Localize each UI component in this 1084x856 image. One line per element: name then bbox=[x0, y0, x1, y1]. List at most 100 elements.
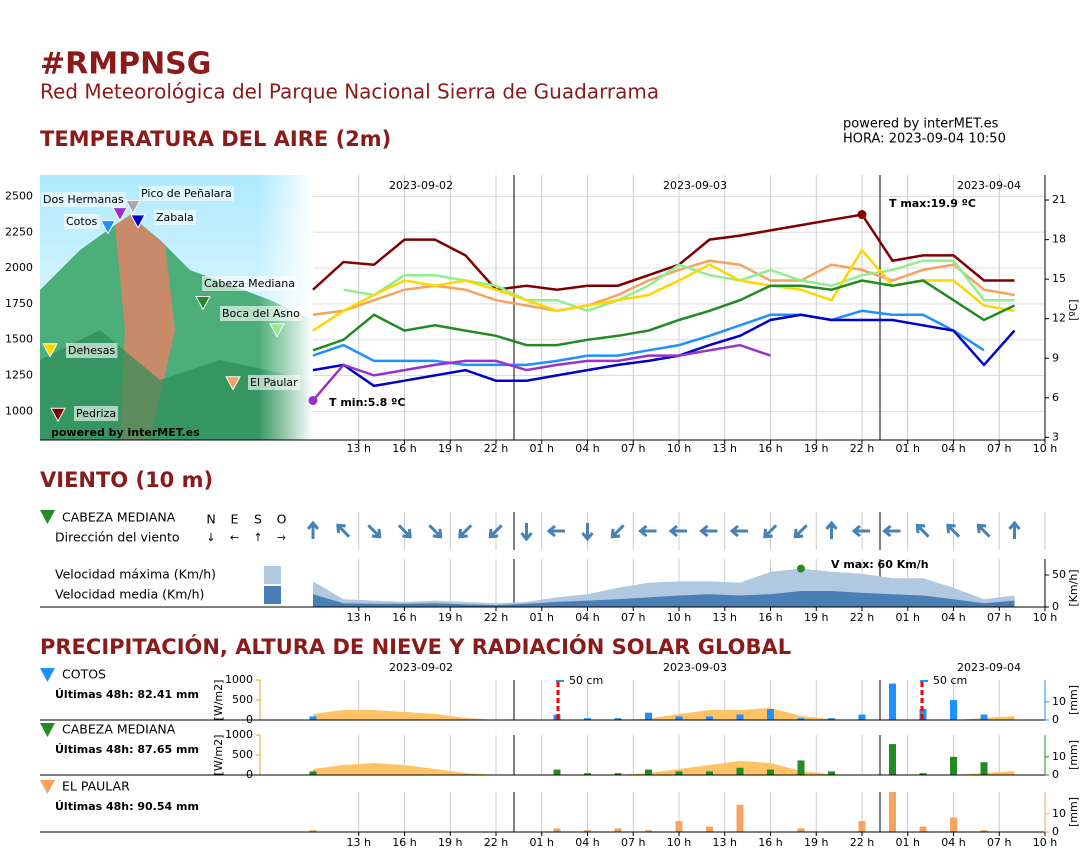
x-tick-label: 10 h bbox=[667, 836, 691, 849]
station-label: Zabala bbox=[156, 211, 194, 224]
precip-bar bbox=[767, 769, 774, 775]
rad-tick-label: 1000 bbox=[225, 728, 253, 741]
precip-bar bbox=[889, 792, 896, 832]
alt-tick-label: 2500 bbox=[5, 189, 33, 202]
x-tick-label: 22 h bbox=[484, 442, 508, 455]
precip-bar bbox=[736, 767, 744, 775]
station-marker bbox=[100, 220, 116, 235]
precip-bar bbox=[980, 714, 988, 720]
alt-tick-label: 2000 bbox=[5, 261, 33, 274]
vmax-label: V max: 60 Km/h bbox=[831, 558, 929, 571]
precip-bar bbox=[584, 773, 591, 775]
wind-arrow bbox=[488, 524, 503, 539]
x-tick-label: 07 h bbox=[621, 442, 645, 455]
x-tick-label: 07 h bbox=[987, 442, 1011, 455]
alt-tick-label: 2250 bbox=[5, 225, 33, 238]
date-label: 2023-09-04 bbox=[957, 661, 1021, 674]
tmax-dot bbox=[857, 210, 867, 220]
y-label: [Km/h] bbox=[1067, 569, 1080, 606]
station-label-bg bbox=[154, 210, 196, 225]
x-tick-label: 22 h bbox=[484, 611, 508, 624]
precip-bar bbox=[584, 718, 591, 720]
radiation-area bbox=[313, 708, 1015, 720]
panel-total: Últimas 48h: 82.41 mm bbox=[55, 688, 199, 701]
x-tick-label: 19 h bbox=[804, 611, 828, 624]
wind-arrow bbox=[976, 523, 991, 538]
precip-bar bbox=[797, 718, 805, 720]
compass-arrow: → bbox=[277, 531, 286, 544]
rad-tick-label: 500 bbox=[232, 693, 253, 706]
temp-line bbox=[312, 213, 1015, 292]
y-label: [mm] bbox=[1067, 797, 1080, 827]
precip-bar bbox=[950, 700, 957, 720]
station-label: El Paular bbox=[250, 376, 298, 389]
x-tick-label: 04 h bbox=[941, 836, 965, 849]
temp-line bbox=[312, 309, 985, 367]
x-tick-label: 01 h bbox=[530, 836, 554, 849]
station-marker bbox=[50, 407, 66, 423]
alt-tick-label: 1500 bbox=[5, 333, 33, 346]
panel-total: Últimas 48h: 87.65 mm bbox=[55, 743, 199, 756]
precip-bar bbox=[675, 821, 683, 832]
station-label: Boca del Asno bbox=[222, 307, 300, 320]
y-label: [mm] bbox=[1067, 740, 1080, 770]
precip-bar bbox=[645, 769, 652, 775]
tmax-label: T max:19.9 ºC bbox=[889, 197, 976, 210]
snow-label: 50 cm bbox=[569, 674, 603, 687]
station-marker bbox=[225, 376, 241, 391]
precip-bar bbox=[797, 760, 805, 775]
station-label: Cabeza Mediana bbox=[204, 277, 295, 290]
panel-station: CABEZA MEDIANA bbox=[62, 722, 176, 737]
y-tick-label: 10 bbox=[1052, 750, 1066, 763]
x-tick-label: 16 h bbox=[392, 442, 416, 455]
wind-arrow bbox=[458, 524, 473, 539]
x-tick-label: 13 h bbox=[713, 611, 737, 624]
legend-max: Velocidad máxima (Km/h) bbox=[55, 567, 216, 582]
x-tick-label: 01 h bbox=[530, 442, 554, 455]
station-label: Pedriza bbox=[76, 407, 116, 420]
precip-bar bbox=[309, 771, 317, 775]
x-tick-label: 19 h bbox=[438, 836, 462, 849]
wind-arrow bbox=[546, 524, 565, 538]
x-tick-label: 01 h bbox=[896, 836, 920, 849]
precip-bar bbox=[980, 762, 988, 775]
precip-bar bbox=[614, 773, 622, 775]
x-tick-label: 19 h bbox=[804, 442, 828, 455]
station-marker bbox=[112, 207, 128, 222]
x-tick-label: 10 h bbox=[667, 442, 691, 455]
x-tick-label: 16 h bbox=[392, 611, 416, 624]
y-label: [mm] bbox=[1067, 685, 1080, 715]
precip-bar bbox=[828, 718, 835, 720]
station-marker bbox=[269, 323, 285, 338]
wind-arrow bbox=[428, 524, 443, 539]
precip-bar bbox=[614, 828, 622, 832]
wind-arrow bbox=[699, 524, 718, 538]
precip-bar bbox=[675, 771, 683, 775]
precip-bar bbox=[645, 830, 652, 832]
panel-total: Últimas 48h: 90.54 mm bbox=[55, 800, 199, 813]
y-tick-label: 15 bbox=[1052, 272, 1066, 285]
station-label-bg bbox=[202, 276, 297, 291]
x-tick-label: 04 h bbox=[941, 442, 965, 455]
station-label-bg bbox=[220, 306, 303, 321]
x-tick-label: 22 h bbox=[484, 836, 508, 849]
powered: powered by interMET.es bbox=[843, 117, 999, 132]
vmax-dot bbox=[797, 564, 805, 573]
precip-bar bbox=[950, 756, 957, 775]
x-tick-label: 13 h bbox=[347, 611, 371, 624]
y-tick-label: 3 bbox=[1052, 430, 1059, 443]
station-label-bg bbox=[41, 192, 126, 207]
date-label: 2023-09-02 bbox=[389, 661, 453, 674]
y-tick-label: 9 bbox=[1052, 351, 1059, 364]
tmin-label: T min:5.8 ºC bbox=[329, 396, 405, 409]
date-label: 2023-09-03 bbox=[663, 661, 727, 674]
station-label-bg bbox=[248, 375, 301, 390]
wind-arrow bbox=[851, 524, 870, 538]
wind-arrow bbox=[306, 520, 320, 539]
x-tick-label: 22 h bbox=[850, 836, 874, 849]
tmin-dot bbox=[308, 395, 318, 405]
precip-bar bbox=[736, 804, 744, 832]
wind-arrow bbox=[336, 523, 351, 538]
date-label: 2023-09-02 bbox=[389, 179, 453, 192]
wind-arrow bbox=[825, 520, 838, 539]
